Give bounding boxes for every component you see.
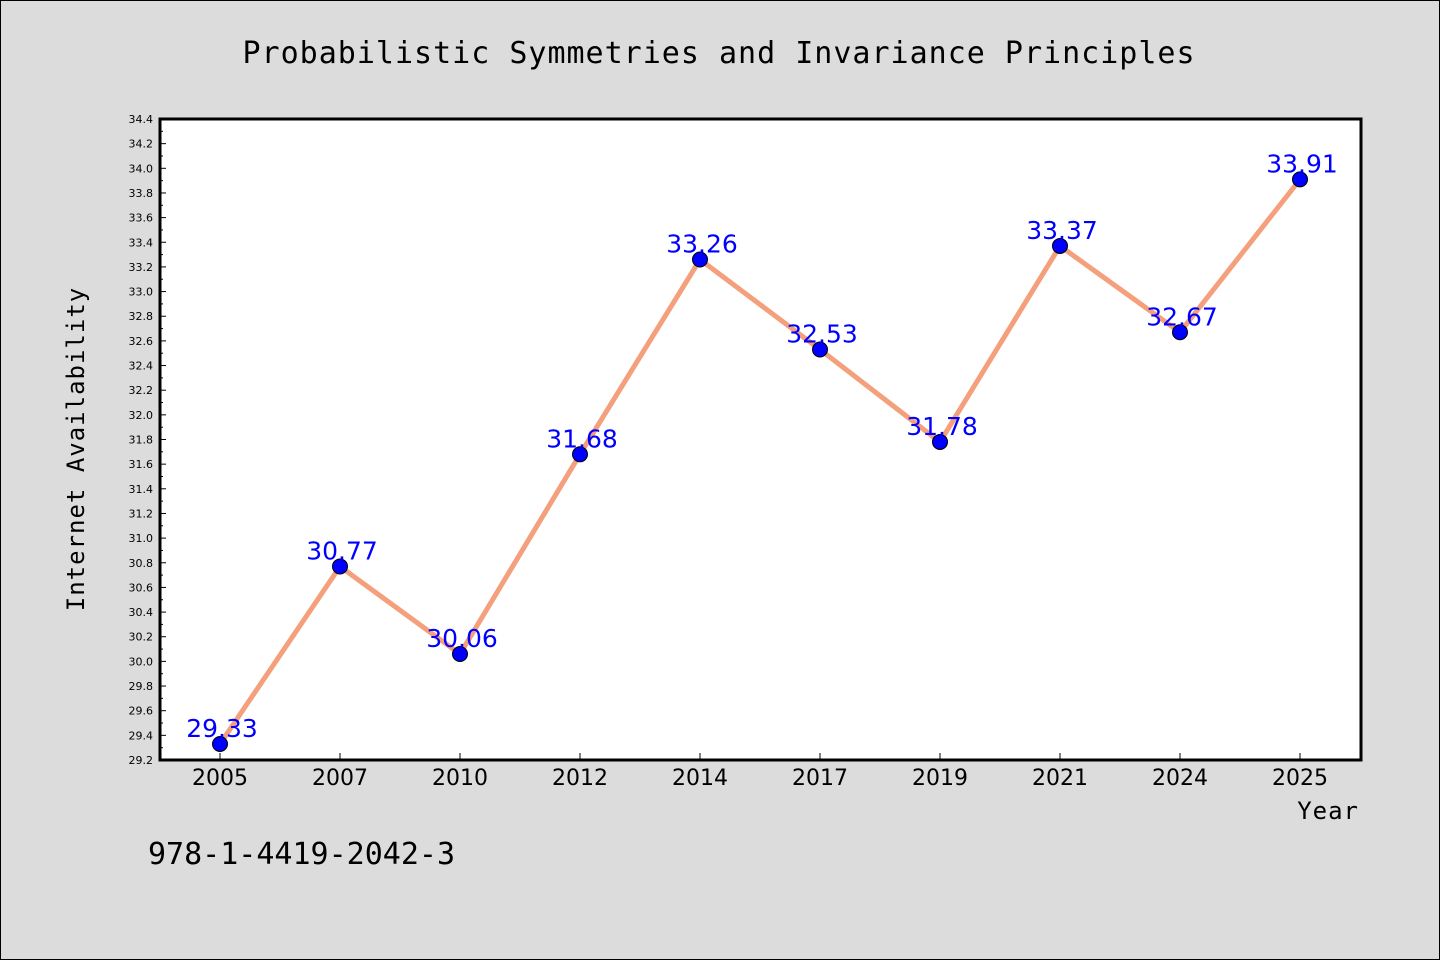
data-label: 30.77 <box>306 536 378 565</box>
y-axis: 29.2 29.4 29.6 29.8 30.0 30.2 30.4 30.6 30.8 31.0… <box>129 113 166 767</box>
y-tick-label: 30.2 <box>129 631 154 644</box>
data-point <box>212 735 228 752</box>
x-tick-label: 2021 <box>1032 766 1088 791</box>
data-point <box>572 446 588 463</box>
y-tick-label: 33.0 <box>129 286 154 299</box>
y-tick-label: 29.6 <box>129 705 154 718</box>
data-label: 31.78 <box>906 412 978 441</box>
y-tick-label: 30.6 <box>129 581 154 594</box>
y-tick-label: 34.4 <box>129 113 154 126</box>
data-point <box>1292 171 1308 188</box>
y-tick-label: 29.4 <box>129 729 154 742</box>
x-tick-label: 2012 <box>552 766 608 791</box>
x-axis-label: Year <box>1297 797 1359 825</box>
y-tick-label: 34.0 <box>129 162 154 175</box>
y-tick-label: 33.2 <box>129 261 154 274</box>
data-label: 32.67 <box>1146 302 1218 331</box>
data-label: 29.33 <box>186 714 258 743</box>
x-tick-label: 2017 <box>792 766 848 791</box>
y-tick-label: 29.8 <box>129 680 154 693</box>
x-tick-label: 2014 <box>672 766 728 791</box>
data-point <box>692 251 708 268</box>
x-tick-label: 2024 <box>1152 766 1208 791</box>
y-tick-label: 30.8 <box>129 557 154 570</box>
data-point <box>452 645 468 662</box>
plot-area <box>158 117 1363 762</box>
y-tick-label: 32.6 <box>129 335 154 348</box>
x-tick-label: 2019 <box>912 766 968 791</box>
y-tick-label: 30.0 <box>129 655 154 668</box>
y-tick-label: 32.2 <box>129 384 154 397</box>
data-point <box>332 558 348 575</box>
data-label: 32.53 <box>786 320 858 349</box>
data-point <box>1172 324 1188 341</box>
y-tick-label: 31.6 <box>129 458 154 471</box>
y-tick-label: 33.8 <box>129 187 154 200</box>
data-point <box>932 433 948 450</box>
x-tick-label: 2025 <box>1272 766 1328 791</box>
y-axis-label: Internet Availability <box>62 287 90 611</box>
data-label: 33.91 <box>1266 149 1338 178</box>
series-markers <box>212 171 1308 752</box>
series-line <box>217 176 1303 747</box>
y-tick-label: 31.8 <box>129 434 154 447</box>
y-tick-label: 32.4 <box>129 360 154 373</box>
x-axis: 2005 2007 2010 2012 2014 2017 2019 2021 2024 2025 <box>192 753 1328 791</box>
y-tick-label: 30.4 <box>129 606 154 619</box>
y-tick-label: 31.4 <box>129 483 154 496</box>
y-tick-label: 31.2 <box>129 507 154 520</box>
y-tick-label: 31.0 <box>129 532 154 545</box>
data-label: 33.37 <box>1026 216 1098 245</box>
y-tick-label: 32.0 <box>129 409 154 422</box>
x-tick-label: 2007 <box>312 766 368 791</box>
data-label: 33.26 <box>666 230 738 259</box>
data-point <box>1052 237 1068 254</box>
y-tick-label: 33.4 <box>129 236 154 249</box>
y-tick-label: 29.2 <box>129 754 154 767</box>
x-tick-label: 2005 <box>192 766 248 791</box>
isbn-text: 978-1-4419-2042-3 <box>148 837 455 872</box>
x-tick-label: 2010 <box>432 766 488 791</box>
chart-title: Probabilistic Symmetries and Invariance … <box>242 36 1195 71</box>
series-polyline <box>217 176 1303 747</box>
data-label: 31.68 <box>546 424 618 453</box>
data-label: 30.06 <box>426 624 498 653</box>
y-tick-label: 34.2 <box>129 138 154 151</box>
data-point <box>812 341 828 358</box>
y-tick-label: 32.8 <box>129 310 154 323</box>
data-labels: 29.33 30.77 30.06 31.68 33.26 32.53 31.78 33.37… <box>186 149 1338 743</box>
y-tick-label: 33.6 <box>129 212 154 225</box>
